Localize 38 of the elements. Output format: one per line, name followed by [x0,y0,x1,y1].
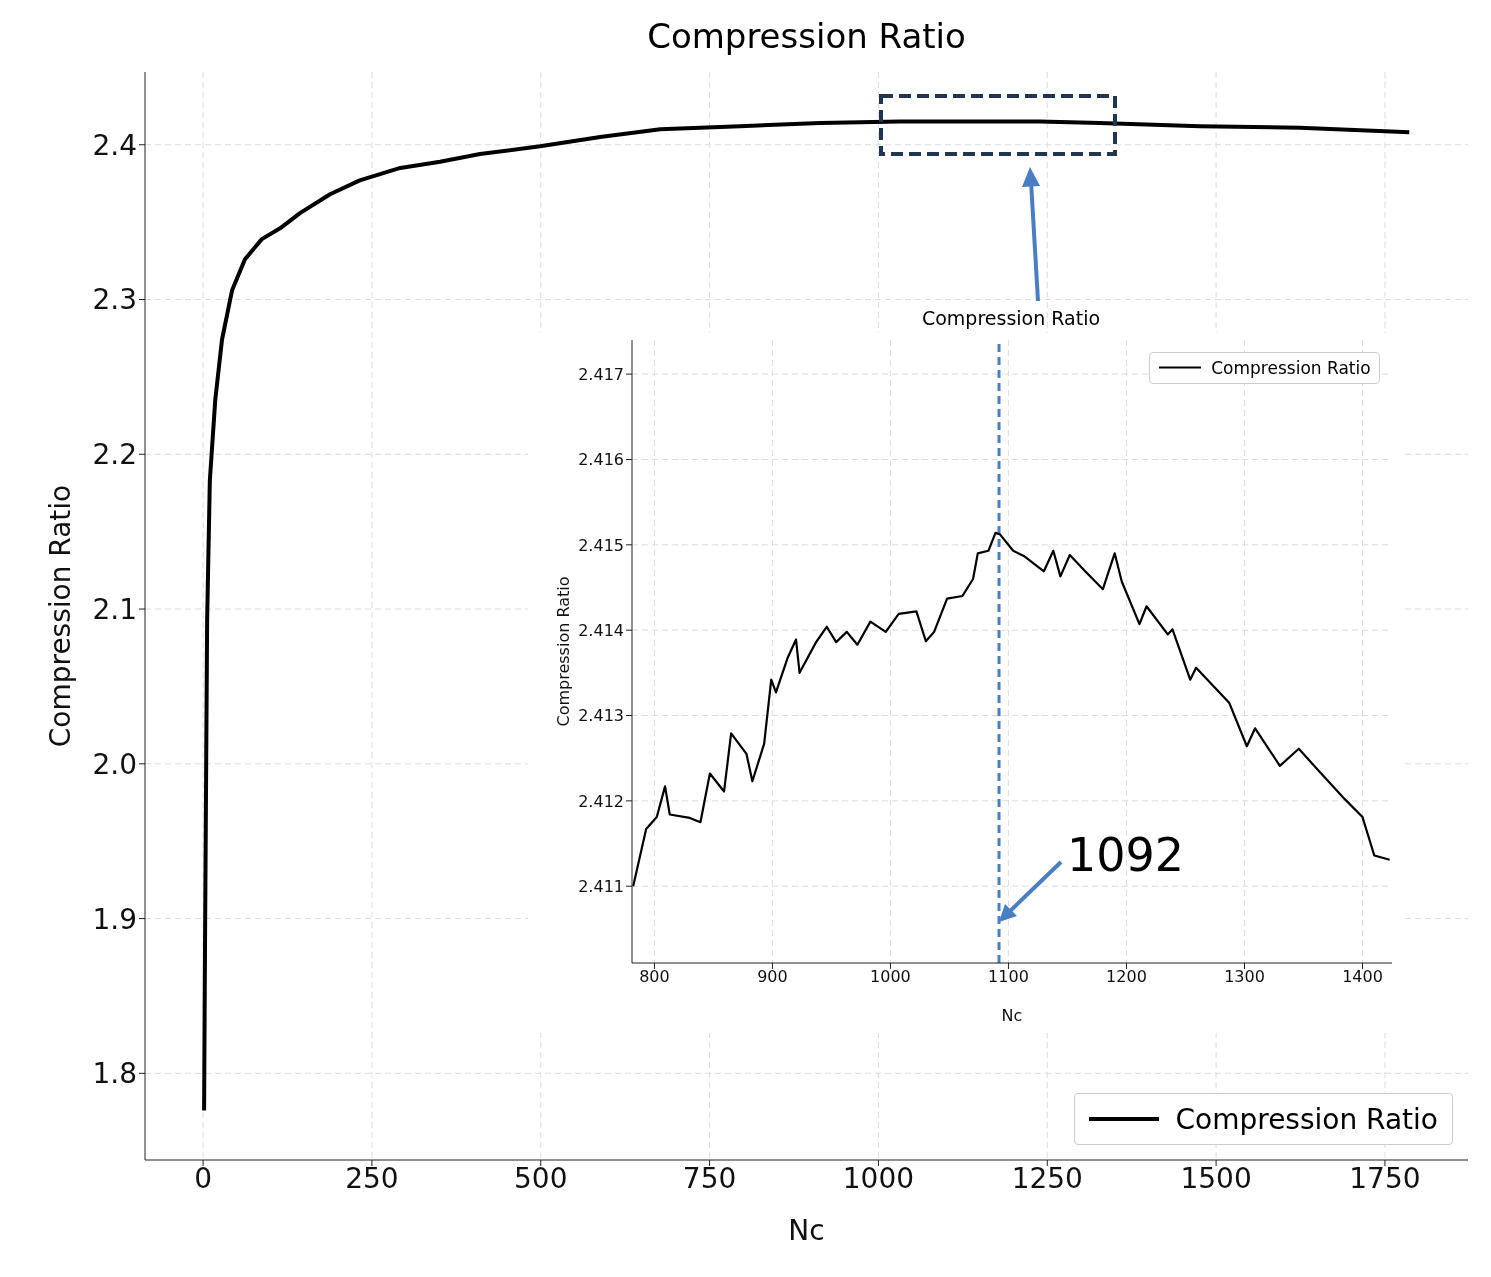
y-tick-label: 2.1 [92,592,137,626]
x-tick-label: 1750 [1349,1161,1421,1195]
x-tick-label: 750 [682,1161,737,1195]
y-tick-label: 2.413 [578,706,624,726]
chart-title: Compression Ratio [646,16,967,56]
y-tick-label: 2.0 [92,747,137,781]
x-tick-label: 0 [194,1161,212,1195]
y-axis-title: Compression Ratio [553,576,573,727]
y-tick-label: 2.4 [92,128,137,162]
y-tick-label: 2.411 [578,876,624,896]
x-tick-label: 1400 [1342,967,1383,987]
x-axis-title: Nc [1001,1006,1023,1025]
legend-label: Compression Ratio [1211,357,1371,378]
x-tick-label: 1500 [1180,1161,1252,1195]
y-tick-label: 2.416 [578,450,624,470]
legend-label: Compression Ratio [1175,1102,1438,1136]
x-tick-label: 500 [514,1161,568,1195]
x-tick-label: 1000 [870,967,911,987]
x-tick-label: 800 [639,967,670,987]
y-tick-label: 2.417 [578,364,624,384]
y-tick-label: 1.8 [92,1057,137,1091]
annotation: Compression Ratio [920,307,1102,329]
x-tick-label: 1300 [1224,967,1265,987]
x-axis-title: Nc [788,1214,825,1247]
y-tick-label: 2.2 [92,438,137,472]
y-tick-label: 2.3 [92,283,137,317]
y-tick-label: 2.415 [578,535,624,555]
x-tick-label: 900 [757,967,788,987]
y-tick-label: 2.412 [578,791,624,811]
y-axis-title: Compression Ratio [43,484,77,748]
x-tick-label: 1100 [988,967,1029,987]
x-tick-label: 1250 [1011,1161,1083,1195]
x-tick-label: 250 [345,1161,399,1195]
x-tick-label: 1000 [842,1161,915,1195]
annotation: 1092 [1067,828,1185,883]
y-tick-label: 2.414 [578,620,624,640]
x-tick-label: 1200 [1106,967,1147,987]
y-tick-label: 1.9 [92,902,137,936]
